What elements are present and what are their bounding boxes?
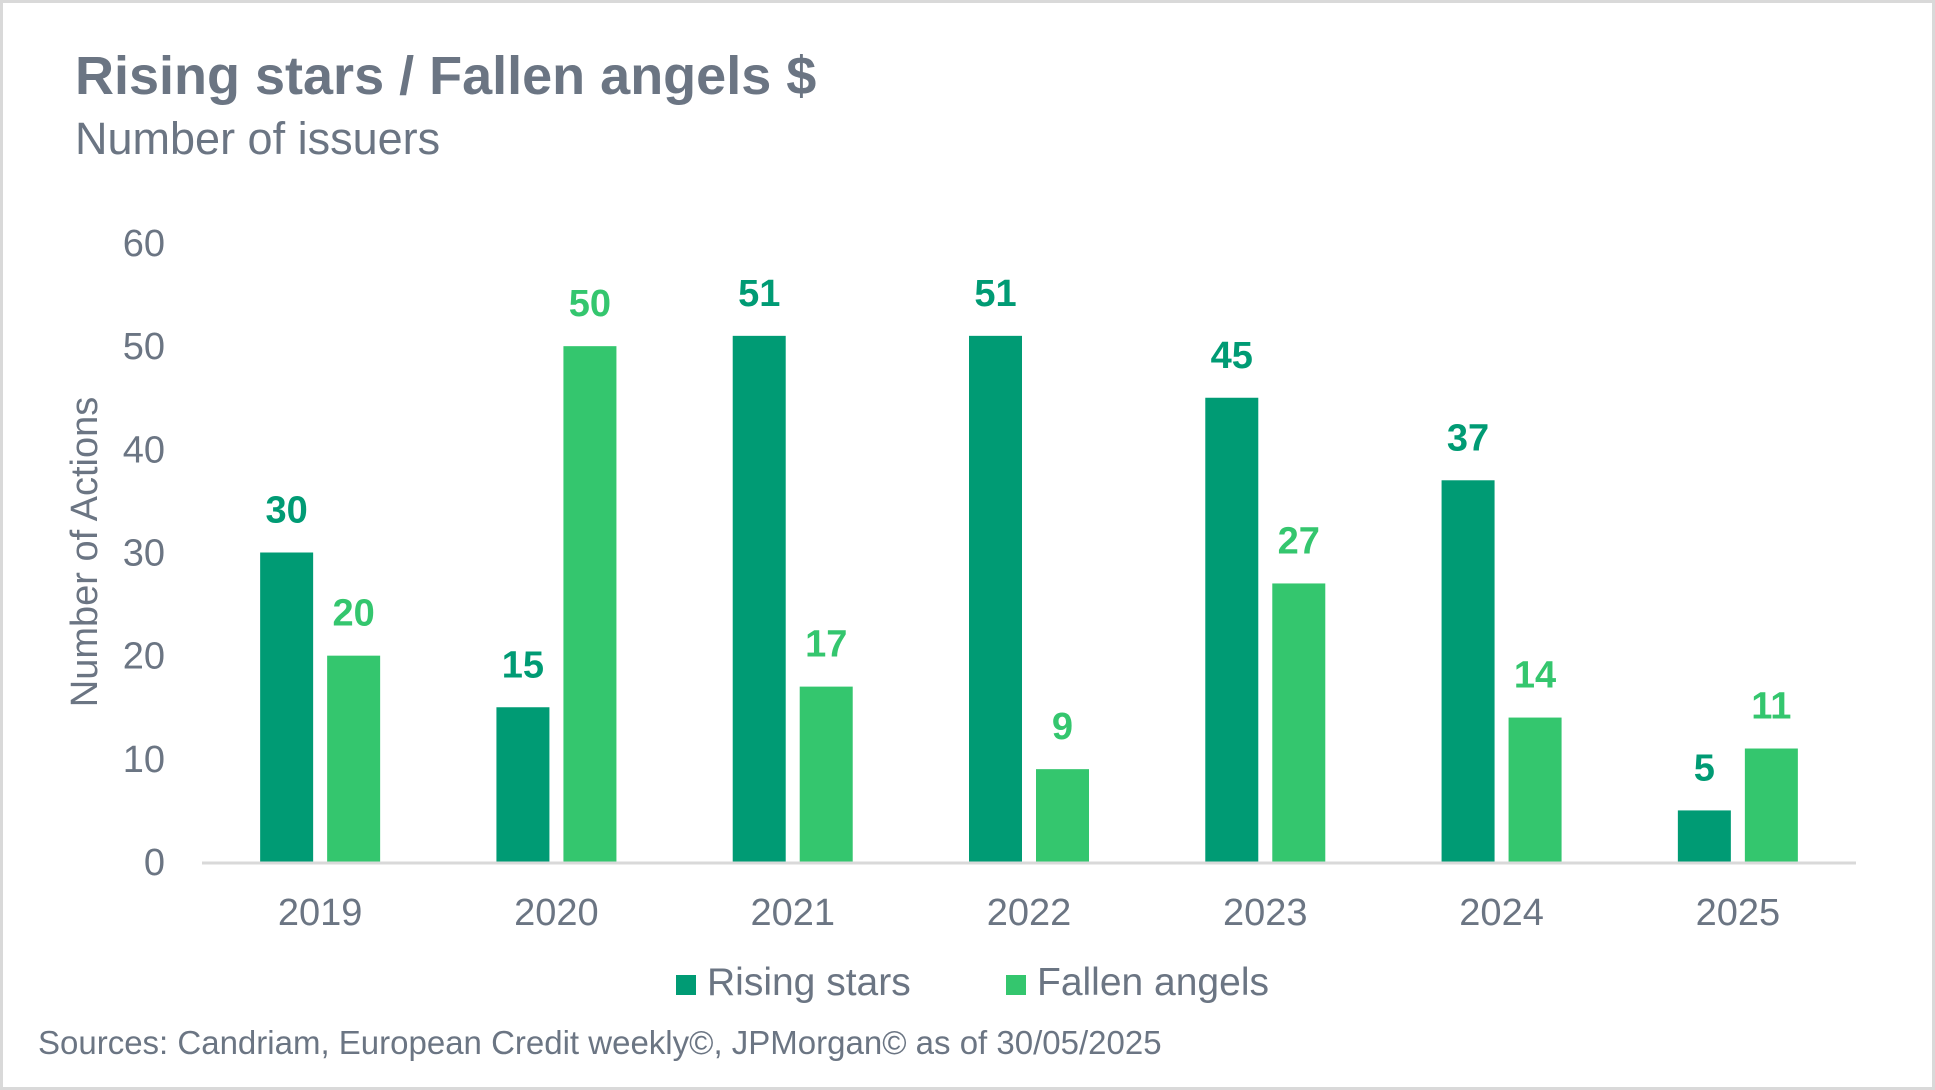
bar-fallen-angels-2021 [799,686,853,862]
data-label: 15 [502,644,544,686]
x-tick-label: 2021 [750,892,835,934]
legend-label: Rising stars [707,961,911,1004]
y-axis-label: Number of Actions [64,397,106,707]
legend: Rising stars Fallen angels [676,961,1269,1004]
x-tick-label: 2020 [514,892,599,934]
y-tick-label: 0 [144,842,165,884]
data-label: 9 [1052,706,1073,748]
data-label: 20 [333,593,375,635]
x-tick-label: 2022 [987,892,1072,934]
x-axis-ticks: 2019 2020 2021 2022 2023 2024 2025 [278,892,1780,934]
data-label: 37 [1447,417,1489,459]
bar-rising-stars-2024 [1441,480,1495,862]
legend-label: Fallen angels [1037,961,1269,1004]
y-tick-label: 50 [123,326,165,368]
data-label: 14 [1514,655,1556,697]
x-tick-label: 2024 [1459,892,1544,934]
data-label: 17 [805,624,847,666]
bar-fallen-angels-2020 [563,346,617,863]
data-label: 11 [1751,686,1791,728]
data-label: 51 [974,273,1016,315]
x-tick-label: 2023 [1223,892,1308,934]
data-label: 50 [569,283,611,325]
y-tick-label: 60 [123,223,165,265]
data-label: 5 [1694,747,1715,789]
bar-rising-stars-2022 [969,335,1022,863]
bar-rising-stars-2021 [732,335,786,863]
data-label: 30 [266,490,308,532]
data-label: 51 [738,273,780,315]
legend-swatch-icon [676,975,696,995]
bar-fallen-angels-2023 [1272,583,1326,862]
bars [260,335,1798,863]
bar-rising-stars-2023 [1205,397,1259,862]
y-tick-label: 20 [123,636,165,678]
bar-fallen-angels-2022 [1036,769,1089,862]
x-tick-label: 2025 [1696,892,1781,934]
source-note: Sources: Candriam, European Credit weekl… [38,1024,1162,1061]
legend-item: Rising stars [676,961,911,1004]
y-axis-ticks: 0 10 20 30 40 50 60 [123,223,165,884]
y-tick-label: 10 [123,739,165,781]
data-label: 27 [1278,520,1320,562]
bar-fallen-angels-2019 [327,655,381,862]
data-label: 45 [1211,335,1253,377]
chart-title: Rising stars / Fallen angels $ [75,46,817,106]
bar-rising-stars-2020 [496,707,550,862]
bar-fallen-angels-2024 [1508,717,1562,862]
y-tick-label: 40 [123,429,165,471]
y-tick-label: 30 [123,533,165,575]
x-tick-label: 2019 [278,892,363,934]
legend-item: Fallen angels [1006,961,1269,1004]
legend-swatch-icon [1006,975,1026,995]
bar-fallen-angels-2025 [1744,748,1798,862]
data-labels: 30 20 15 50 51 17 51 9 45 27 37 14 5 11 [266,273,1792,790]
bar-rising-stars-2025 [1677,810,1731,862]
bar-rising-stars-2019 [260,552,314,862]
chart-subtitle: Number of issuers [75,113,441,164]
